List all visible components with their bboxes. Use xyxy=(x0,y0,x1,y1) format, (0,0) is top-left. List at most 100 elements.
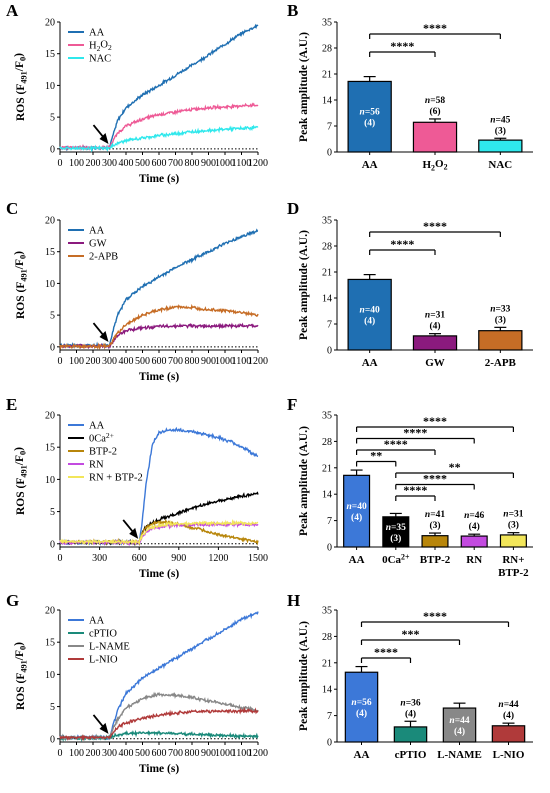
significance-stars: **** xyxy=(390,39,414,53)
y-tick-label: 21 xyxy=(322,658,332,669)
stimulus-arrow-head xyxy=(129,527,139,539)
y-axis-title: ROS (F491/F0) xyxy=(13,251,28,319)
series-line-2 xyxy=(59,303,259,351)
legend-label: 2-APB xyxy=(89,252,118,263)
y-axis-title: ROS (F491/F0) xyxy=(13,447,28,515)
n-count-label: (3) xyxy=(495,125,506,136)
category-label: AA xyxy=(362,159,378,171)
significance-stars: ** xyxy=(370,449,382,463)
x-tick-label: 500 xyxy=(135,158,150,169)
n-count-label: (4) xyxy=(405,708,416,719)
x-tick-label: 300 xyxy=(102,158,117,169)
y-tick-label: 0 xyxy=(327,346,332,357)
panel-letter: B xyxy=(287,1,298,20)
y-tick-label: 20 xyxy=(45,216,55,227)
bar-4 xyxy=(499,534,527,548)
n-label: n=33 xyxy=(490,304,510,314)
legend-label: RN + BTP-2 xyxy=(89,473,143,484)
n-label: n=45 xyxy=(490,115,510,125)
y-tick-label: 35 xyxy=(322,606,332,617)
legend-label: L-NAME xyxy=(89,642,130,653)
category-label: 2-APB xyxy=(485,357,517,369)
y-axis-title: Peak amplitude (A.U.) xyxy=(298,426,310,536)
x-tick-label: 800 xyxy=(185,748,200,759)
y-tick-label: 5 xyxy=(50,311,55,322)
n-count-label: (3) xyxy=(495,314,506,325)
n-count-label: (4) xyxy=(364,118,375,129)
y-tick-label: 5 xyxy=(50,507,55,518)
significance-stars: **** xyxy=(423,609,447,623)
significance-stars: **** xyxy=(423,219,447,233)
x-tick-label: 900 xyxy=(201,748,216,759)
legend-label: 0Ca2+ xyxy=(89,431,114,444)
x-tick-label: 1100 xyxy=(232,158,252,169)
y-tick-label: 35 xyxy=(322,411,332,422)
y-tick-label: 15 xyxy=(45,443,55,454)
n-label: n=41 xyxy=(425,510,445,520)
panel-letter: A xyxy=(6,1,19,20)
x-tick-label: 0 xyxy=(58,356,63,367)
n-label: n=56 xyxy=(351,698,371,708)
x-tick-label: 900 xyxy=(201,356,216,367)
y-tick-label: 15 xyxy=(45,247,55,258)
stimulus-arrow-head xyxy=(99,331,109,343)
x-tick-label: 600 xyxy=(152,158,167,169)
legend-label: AA xyxy=(89,616,105,627)
y-axis-title-group: Peak amplitude (A.U.) xyxy=(298,230,310,340)
category-label: AA xyxy=(349,554,365,566)
x-tick-label: 100 xyxy=(69,748,84,759)
y-tick-label: 20 xyxy=(45,606,55,617)
x-tick-label: 1200 xyxy=(248,748,268,759)
n-count-label: (4) xyxy=(469,521,480,532)
y-axis-title: Peak amplitude (A.U.) xyxy=(298,621,310,731)
x-tick-label: 1000 xyxy=(215,356,235,367)
significance-stars: **** xyxy=(403,426,427,440)
x-tick-label: 1200 xyxy=(208,553,228,564)
legend-label: AA xyxy=(89,421,105,432)
x-tick-label: 0 xyxy=(58,158,63,169)
x-tick-label: 1200 xyxy=(248,356,268,367)
n-count-label: (4) xyxy=(364,316,375,327)
x-tick-label: 1000 xyxy=(215,748,235,759)
legend-label: GW xyxy=(89,239,107,250)
n-label: n=35 xyxy=(386,523,406,533)
x-tick-label: 600 xyxy=(152,356,167,367)
x-tick-label: 300 xyxy=(102,748,117,759)
n-count-label: (4) xyxy=(429,321,440,332)
legend-label: NAC xyxy=(89,54,111,65)
y-tick-label: 28 xyxy=(322,242,332,253)
n-count-label: (3) xyxy=(508,520,519,531)
significance-stars: *** xyxy=(402,627,420,641)
x-tick-label: 400 xyxy=(119,158,134,169)
series-line-1 xyxy=(59,322,259,350)
n-label: n=36 xyxy=(400,698,420,708)
x-tick-label: 1100 xyxy=(232,748,252,759)
y-tick-label: 10 xyxy=(45,279,55,290)
n-count-label: (4) xyxy=(351,512,362,523)
bar-0 xyxy=(347,80,392,153)
x-axis-title: Time (s) xyxy=(139,763,180,775)
legend-label: L-NIO xyxy=(89,655,118,666)
significance-stars: **** xyxy=(384,437,408,451)
x-tick-label: 700 xyxy=(168,356,183,367)
category-label: cPTIO xyxy=(395,749,427,761)
y-axis-title: Peak amplitude (A.U.) xyxy=(298,32,310,142)
category-label: GW xyxy=(425,357,445,369)
x-tick-label: 600 xyxy=(132,553,147,564)
x-tick-label: 500 xyxy=(135,356,150,367)
y-tick-label: 0 xyxy=(50,144,55,155)
x-tick-label: 400 xyxy=(119,356,134,367)
n-label: n=31 xyxy=(425,311,445,321)
x-tick-label: 600 xyxy=(152,748,167,759)
y-tick-label: 7 xyxy=(327,711,332,722)
y-tick-label: 15 xyxy=(45,49,55,60)
n-count-label: (4) xyxy=(454,726,465,737)
category-label: H2O2 xyxy=(422,158,447,172)
y-tick-label: 14 xyxy=(322,96,332,107)
n-label: n=58 xyxy=(425,96,445,106)
y-tick-label: 10 xyxy=(45,81,55,92)
